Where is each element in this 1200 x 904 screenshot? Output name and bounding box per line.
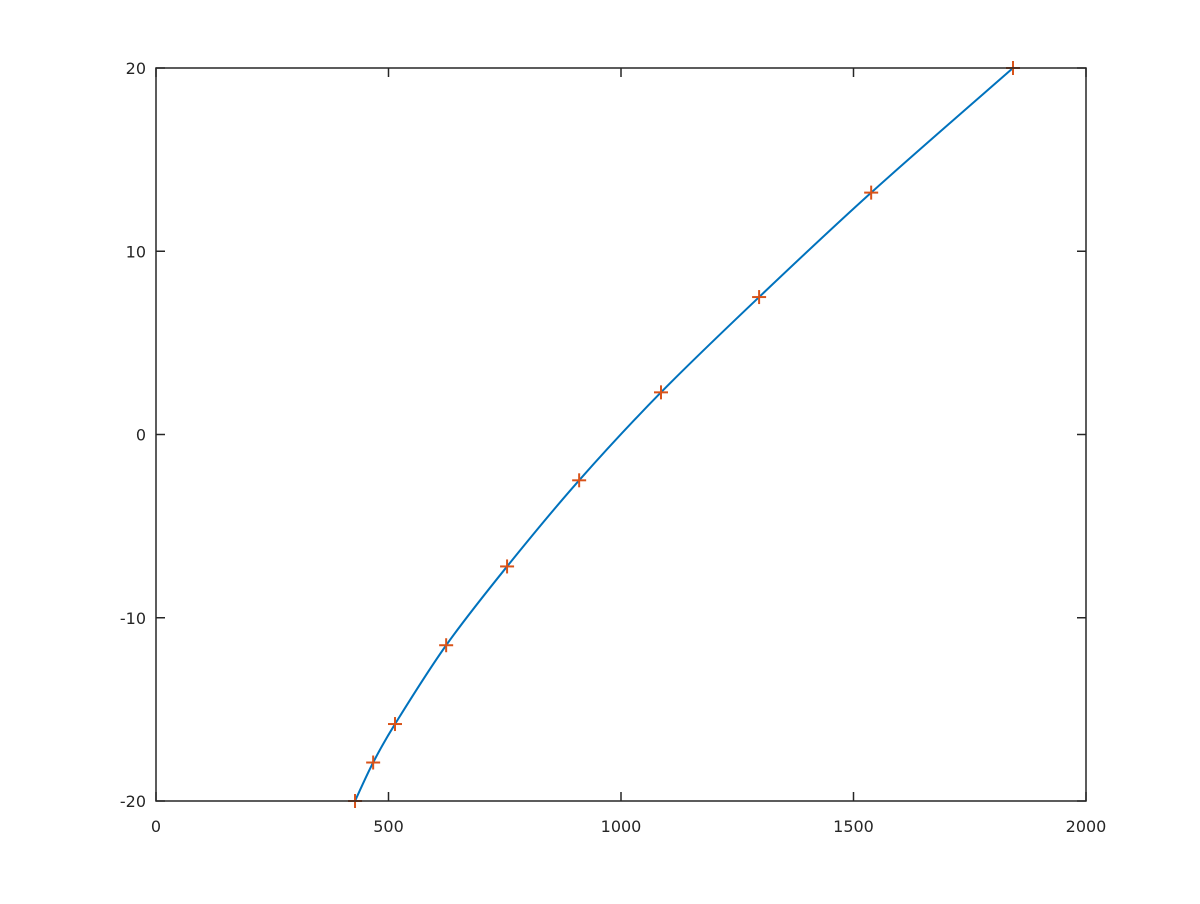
- y-tick-label: 10: [126, 242, 146, 261]
- axes-box: [155, 67, 1087, 802]
- x-tick-label: 1000: [601, 817, 642, 836]
- data-point-marker: [500, 559, 515, 574]
- x-tick-label: 1500: [833, 817, 874, 836]
- y-tick-label: -20: [120, 792, 146, 811]
- y-tick-label: -10: [120, 609, 146, 628]
- y-tick-label: 0: [136, 426, 146, 445]
- x-tick-label: 2000: [1066, 817, 1107, 836]
- data-point-marker: [572, 473, 587, 488]
- data-point-marker: [388, 717, 403, 732]
- data-point-marker: [653, 385, 668, 400]
- x-tick-label: 500: [373, 817, 404, 836]
- data-point-marker: [752, 290, 767, 305]
- data-point-marker: [439, 638, 454, 653]
- y-tick-label: 20: [126, 59, 146, 78]
- series: [348, 61, 1020, 808]
- data-point-marker: [864, 185, 879, 200]
- data-point-marker: [366, 755, 381, 770]
- x-tick-label: 0: [151, 817, 161, 836]
- ticks: 0 500 1000 1500 2000 -20 -10 0 10 20: [120, 59, 1107, 836]
